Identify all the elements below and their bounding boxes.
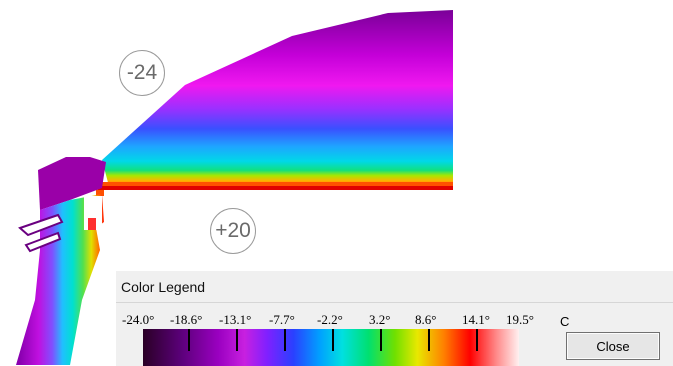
color-scale-bar [143,329,519,366]
tick-label: 19.5° [506,312,534,327]
tick-label: -18.6° [170,312,203,327]
scale-tick [188,329,190,351]
scale-tick [284,329,286,351]
window-frame-glass [88,218,96,230]
scale-tick [332,329,334,351]
tick-label: -7.7° [269,312,295,327]
inside-temperature-marker: +20 [210,208,256,254]
color-legend-window: Color Legend -24.0° -18.6° -13.1° -7.7° … [116,270,673,366]
edge-block [38,157,106,210]
window-sill-lower [24,231,62,253]
legend-divider [116,302,673,303]
scale-tick [476,329,478,351]
slab-hot-line [98,186,453,190]
tick-label: -24.0° [122,312,155,327]
window-sill [18,213,64,237]
scale-tick [236,329,238,351]
tick-label: -13.1° [219,312,252,327]
unit-label: C [560,314,570,329]
wall-section [16,194,104,365]
legend-tick-labels: -24.0° -18.6° -13.1° -7.7° -2.2° 3.2° 8.… [116,312,536,328]
tick-label: 14.1° [462,312,490,327]
legend-title: Color Legend [121,279,206,295]
outside-temperature-marker: -24 [119,50,165,96]
close-button[interactable]: Close [566,332,660,360]
scale-tick [428,329,430,351]
scale-tick [380,329,382,351]
tick-label: 8.6° [415,312,437,327]
tick-label: 3.2° [369,312,391,327]
roof-slab [102,10,453,190]
tick-label: -2.2° [317,312,343,327]
